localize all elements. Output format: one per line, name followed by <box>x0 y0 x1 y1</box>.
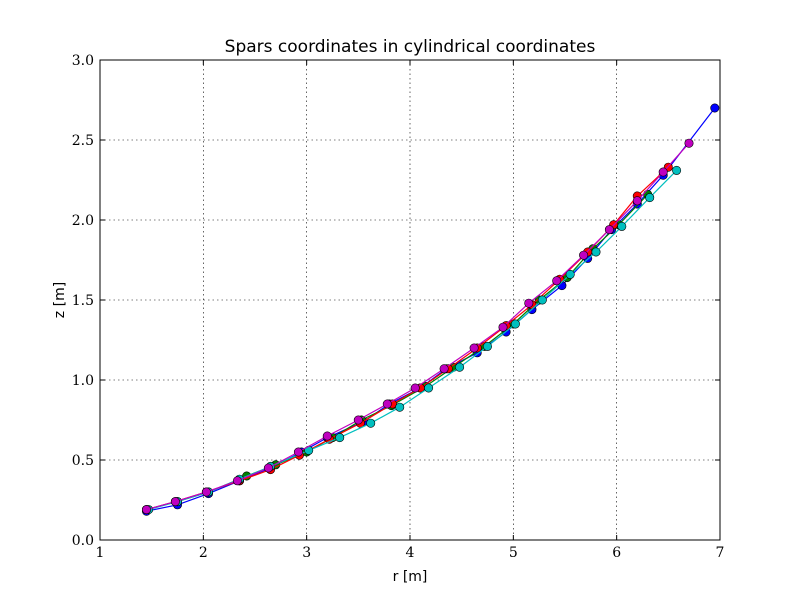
y-tick-label: 1.0 <box>72 373 94 389</box>
x-tick-label: 7 <box>716 545 725 561</box>
series-line <box>146 166 669 511</box>
y-tick-label: 0.5 <box>72 453 94 469</box>
series-0 <box>142 103 720 516</box>
data-point <box>263 463 273 473</box>
data-point <box>439 364 449 374</box>
y-tick-label: 0.0 <box>72 533 94 549</box>
data-point <box>510 319 520 329</box>
x-tick-label: 6 <box>612 545 621 561</box>
data-point <box>684 138 694 148</box>
series-4 <box>142 138 694 515</box>
x-tick-label: 1 <box>96 545 105 561</box>
data-point <box>455 362 465 372</box>
data-point <box>469 343 479 353</box>
data-point <box>201 487 211 497</box>
data-point <box>565 269 575 279</box>
data-point <box>410 383 420 393</box>
data-point <box>322 431 332 441</box>
data-point <box>142 505 152 515</box>
data-point <box>482 341 492 351</box>
data-point <box>672 165 682 175</box>
series-2 <box>142 162 673 515</box>
data-point <box>537 295 547 305</box>
x-axis-label: r [m] <box>393 569 428 585</box>
grid-lines <box>99 59 721 541</box>
x-tick-label: 3 <box>302 545 311 561</box>
data-point <box>335 433 345 443</box>
x-tick-label: 5 <box>509 545 518 561</box>
y-tick-label: 2.5 <box>72 133 94 149</box>
data-point <box>524 298 534 308</box>
series-line <box>146 193 649 511</box>
series-line <box>146 142 690 511</box>
data-point <box>498 322 508 332</box>
x-tick-label: 4 <box>406 545 415 561</box>
data-point <box>645 193 655 203</box>
axis-ticks: 1 2 3 4 5 6 7 0.0 0.5 1.0 1.5 2.0 2.5 3.0 <box>72 53 725 561</box>
data-point <box>632 196 642 206</box>
series-1 <box>142 189 653 515</box>
series-line <box>146 107 716 512</box>
data-point <box>395 402 405 412</box>
data-point <box>617 221 627 231</box>
data-point <box>382 399 392 409</box>
plot-series <box>142 103 720 516</box>
y-tick-label: 2.0 <box>72 213 94 229</box>
data-point <box>366 418 376 428</box>
y-axis-label: z [m] <box>52 282 68 318</box>
chart-title: Spars coordinates in cylindrical coordin… <box>225 37 596 57</box>
data-point <box>604 225 614 235</box>
data-point <box>658 167 668 177</box>
data-point <box>353 415 363 425</box>
series-3 <box>144 165 682 515</box>
data-point <box>232 476 242 486</box>
data-point <box>552 276 562 286</box>
data-point <box>170 497 180 507</box>
x-tick-label: 2 <box>199 545 208 561</box>
data-point <box>424 383 434 393</box>
data-point <box>591 247 601 257</box>
data-point <box>710 103 720 113</box>
data-point <box>293 447 303 457</box>
y-tick-label: 1.5 <box>72 293 94 309</box>
data-point <box>579 250 589 260</box>
series-line <box>148 169 678 511</box>
y-tick-label: 3.0 <box>72 53 94 69</box>
